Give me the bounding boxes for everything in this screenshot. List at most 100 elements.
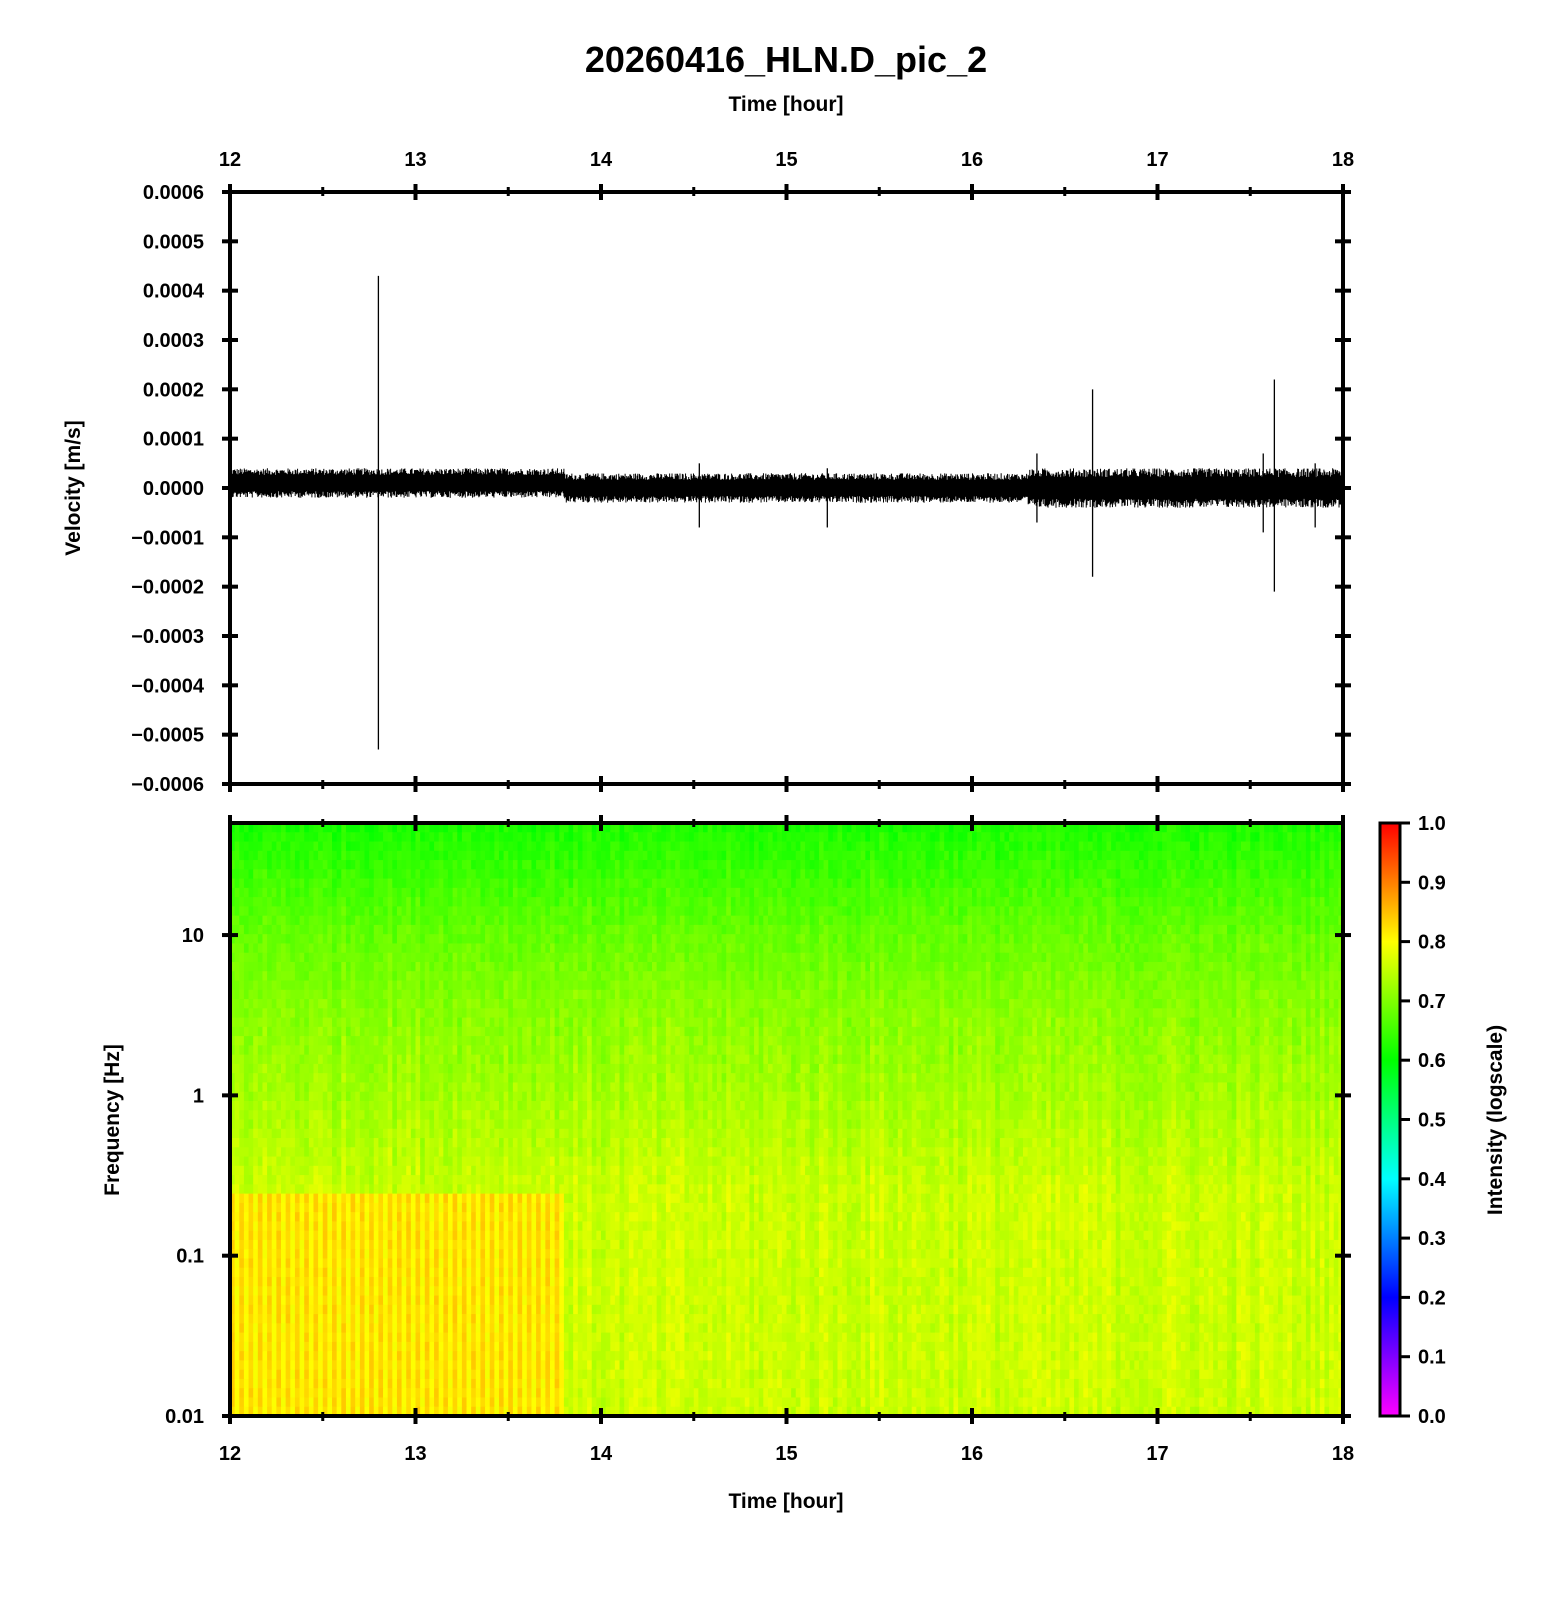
spectrogram-cell [475, 832, 482, 843]
spectrogram-cell [1087, 906, 1094, 917]
spectrogram-cell [1111, 841, 1117, 852]
spectrogram-cell [1217, 823, 1224, 833]
spectrogram-cell [1087, 943, 1094, 954]
spectrogram-cell [443, 915, 449, 926]
spectrogram-cell [299, 915, 305, 926]
spectrogram-cell [1222, 850, 1228, 861]
spectrogram-cell [447, 999, 454, 1009]
spectrogram-cell [1125, 980, 1131, 991]
spectrogram-cell [526, 961, 533, 972]
spectrogram-cell [1171, 897, 1177, 907]
spectrogram-cell [540, 832, 546, 843]
spectrogram-cell [1324, 906, 1330, 917]
spectrogram-cell [981, 952, 987, 963]
spectrogram-cell [619, 934, 625, 945]
spectrogram-cell [1148, 934, 1154, 945]
spectrogram-cell [1046, 980, 1052, 991]
spectrogram-cell [563, 952, 570, 963]
spectrogram-cell [299, 850, 305, 861]
spectrogram-cell [1268, 934, 1275, 945]
spectrogram-cell [341, 952, 347, 963]
spectrogram-cell [373, 906, 379, 917]
spectrogram-cell [693, 869, 699, 880]
spectrogram-cell [1329, 850, 1335, 861]
spectrogram-cell [967, 924, 973, 935]
spectrogram-cell [452, 961, 458, 972]
spectrogram-cell [1074, 850, 1080, 861]
spectrogram-cell [1115, 841, 1121, 852]
spectrogram-cell [1120, 952, 1126, 963]
spectrogram-cell [1078, 961, 1084, 972]
spectrogram-cell [1301, 934, 1307, 945]
spectrogram-cell [972, 943, 978, 954]
spectrogram-cell [327, 1008, 333, 1019]
spectrogram-cell [967, 906, 973, 917]
spectrogram-cell [754, 915, 760, 926]
spectrogram-cell [378, 934, 384, 945]
spectrogram-cell [1111, 832, 1117, 843]
spectrogram-cell [1115, 952, 1121, 963]
spectrogram-cell [698, 869, 704, 880]
spectrogram-cell [485, 850, 491, 861]
spectrogram-cell [726, 989, 732, 1000]
spectrogram-cell [958, 934, 964, 945]
spectrogram-cell [1222, 934, 1228, 945]
spectrogram-cell [647, 1008, 653, 1019]
spectrogram-cell [475, 850, 482, 861]
spectrogram-cell [638, 961, 644, 972]
spectrogram-cell [707, 915, 713, 926]
spectrogram-cell [424, 887, 431, 898]
spectrogram-cell [786, 999, 792, 1009]
spectrogram-cell [508, 915, 514, 926]
spectrogram-cell [485, 934, 491, 945]
spectrogram-cell [308, 878, 315, 889]
spectrogram-cell [948, 961, 955, 972]
spectrogram-cell [856, 832, 862, 843]
spectrogram-cell [860, 924, 866, 935]
spectrogram-cell [1222, 971, 1228, 982]
spectrogram-cell [498, 832, 505, 843]
spectrogram-cell [503, 989, 509, 1000]
spectrogram-cell [985, 841, 992, 852]
spectrogram-cell [508, 850, 514, 861]
spectrogram-cell [355, 860, 361, 870]
spectrogram-cell [322, 924, 328, 935]
spectrogram-cell [675, 850, 681, 861]
spectrogram-cell [1125, 841, 1131, 852]
spectrogram-cell [559, 1008, 565, 1019]
spectrogram-cell [809, 943, 815, 954]
spectrogram-cell [684, 989, 690, 1000]
spectrogram-cell [837, 924, 843, 935]
spectrogram-cell [438, 906, 444, 917]
spectrogram-cell [698, 943, 704, 954]
spectrogram-cell [1287, 887, 1293, 898]
spectrogram-cell [670, 924, 676, 935]
spectrogram-cell [679, 878, 686, 889]
spectrogram-cell [628, 952, 635, 963]
spectrogram-cell [1162, 934, 1168, 945]
spectrogram-cell [911, 841, 917, 852]
spectrogram-cell [842, 841, 848, 852]
spectrogram-cell [285, 980, 291, 991]
spectrogram-cell [1013, 823, 1019, 833]
spectrogram-cell [461, 1008, 468, 1019]
spectrogram-cell [480, 989, 486, 1000]
spectrogram-cell [893, 924, 899, 935]
spectrogram-cell [684, 952, 690, 963]
spectrogram-cell [322, 869, 328, 880]
spectrogram-cell [285, 869, 291, 880]
spectrogram-cell [628, 878, 635, 889]
spectrogram-cell [452, 869, 458, 880]
spectrogram-cell [1064, 943, 1070, 954]
spectrogram-cell [1319, 915, 1326, 926]
spectrogram-cell [1333, 860, 1339, 870]
spectrogram-cell [549, 860, 556, 870]
spectrogram-cell [522, 878, 528, 889]
spectrogram-cell [1036, 832, 1043, 843]
spectrogram-cell [452, 989, 458, 1000]
spectrogram-cell [703, 989, 709, 1000]
spectrogram-cell [591, 915, 597, 926]
spectrogram-cell [563, 924, 570, 935]
spectrogram-cell [364, 980, 370, 991]
spectrogram-cell [294, 980, 301, 991]
